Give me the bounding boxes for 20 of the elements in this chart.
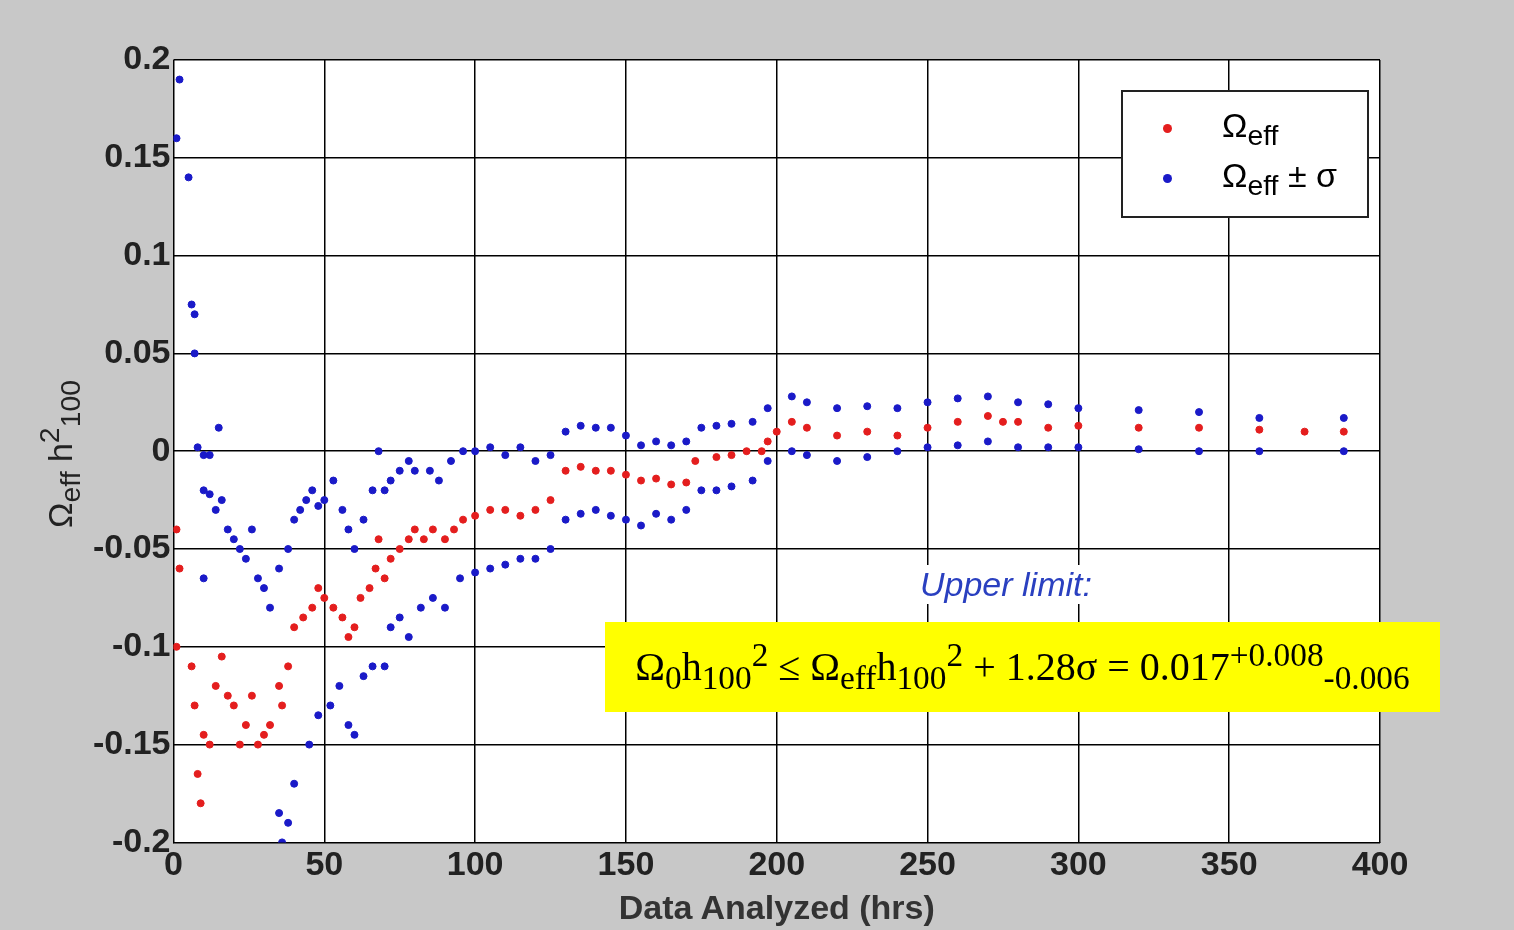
x-tick-label: 50 <box>305 844 344 883</box>
y-tick-label: 0.15 <box>104 136 171 175</box>
x-tick-label: 200 <box>748 844 806 883</box>
y-tick-label: 0.2 <box>123 38 171 77</box>
legend-label: Ω$_{eff}$ ± σ <box>1222 155 1337 202</box>
annotation: Upper limit: <box>920 565 1092 603</box>
x-axis-title: Data Analyzed (hrs) <box>618 887 935 926</box>
x-tick-label: 350 <box>1200 844 1258 883</box>
y-tick-label: -0.1 <box>111 625 171 664</box>
y-tick-label: -0.05 <box>93 527 171 566</box>
y-tick-label: 0 <box>151 429 171 468</box>
y-tick-label: -0.15 <box>93 722 171 761</box>
y-tick-label: 0.1 <box>123 233 171 272</box>
x-tick-label: 400 <box>1351 844 1409 883</box>
x-tick-label: 100 <box>446 844 504 883</box>
x-tick-label: 300 <box>1050 844 1107 883</box>
x-tick-label: 150 <box>597 844 655 883</box>
y-tick-label: 0.05 <box>104 331 171 370</box>
x-tick-label: 250 <box>899 844 956 883</box>
legend-label: Ω$_{eff}$ <box>1222 106 1279 152</box>
